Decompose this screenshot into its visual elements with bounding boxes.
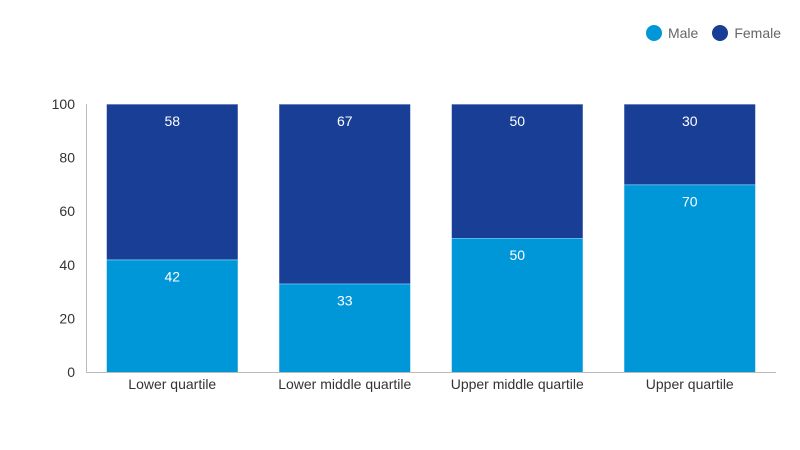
legend-swatch-male: [645, 25, 662, 41]
bar-female: [106, 104, 238, 260]
data-label-female: 30: [682, 113, 698, 129]
y-tick-label: 60: [59, 203, 75, 219]
y-tick-label: 80: [59, 150, 75, 166]
data-label-male: 50: [509, 247, 525, 263]
data-label-male: 70: [682, 193, 698, 209]
bar-male: [624, 184, 756, 372]
bar-female: [451, 104, 583, 238]
legend-item-female[interactable]: Female: [712, 25, 781, 41]
data-label-female: 67: [337, 113, 353, 129]
y-tick-label: 0: [67, 364, 75, 380]
x-axis-labels: Lower quartile Lower middle quartile Upper…: [128, 376, 734, 392]
legend-swatch-female: [712, 25, 729, 41]
data-label-male: 33: [337, 293, 353, 309]
bar-group: 42 58 33 67 50 50 70 30: [106, 104, 756, 372]
bar-male: [451, 238, 583, 372]
legend-label-male: Male: [667, 25, 699, 41]
data-label-female: 50: [509, 113, 525, 129]
y-tick-label: 20: [59, 310, 75, 326]
x-tick-label: Upper middle quartile: [451, 376, 584, 392]
bar-female: [279, 104, 411, 284]
legend-item-male[interactable]: Male: [645, 25, 699, 41]
x-tick-label: Lower quartile: [128, 376, 216, 392]
bar-female: [624, 104, 756, 185]
data-label-male: 42: [164, 268, 180, 284]
x-tick-label: Upper quartile: [646, 376, 734, 392]
y-tick-label: 40: [59, 257, 75, 273]
legend-label-female: Female: [734, 25, 781, 41]
x-tick-label: Lower middle quartile: [278, 376, 411, 392]
chart-legend: Male Female: [632, 25, 781, 41]
bar-male: [279, 283, 411, 372]
y-tick-label: 100: [52, 96, 76, 112]
y-axis-ticks: 0 20 40 60 80 100: [52, 96, 76, 380]
bar-male: [106, 259, 238, 372]
data-label-female: 58: [164, 113, 180, 129]
